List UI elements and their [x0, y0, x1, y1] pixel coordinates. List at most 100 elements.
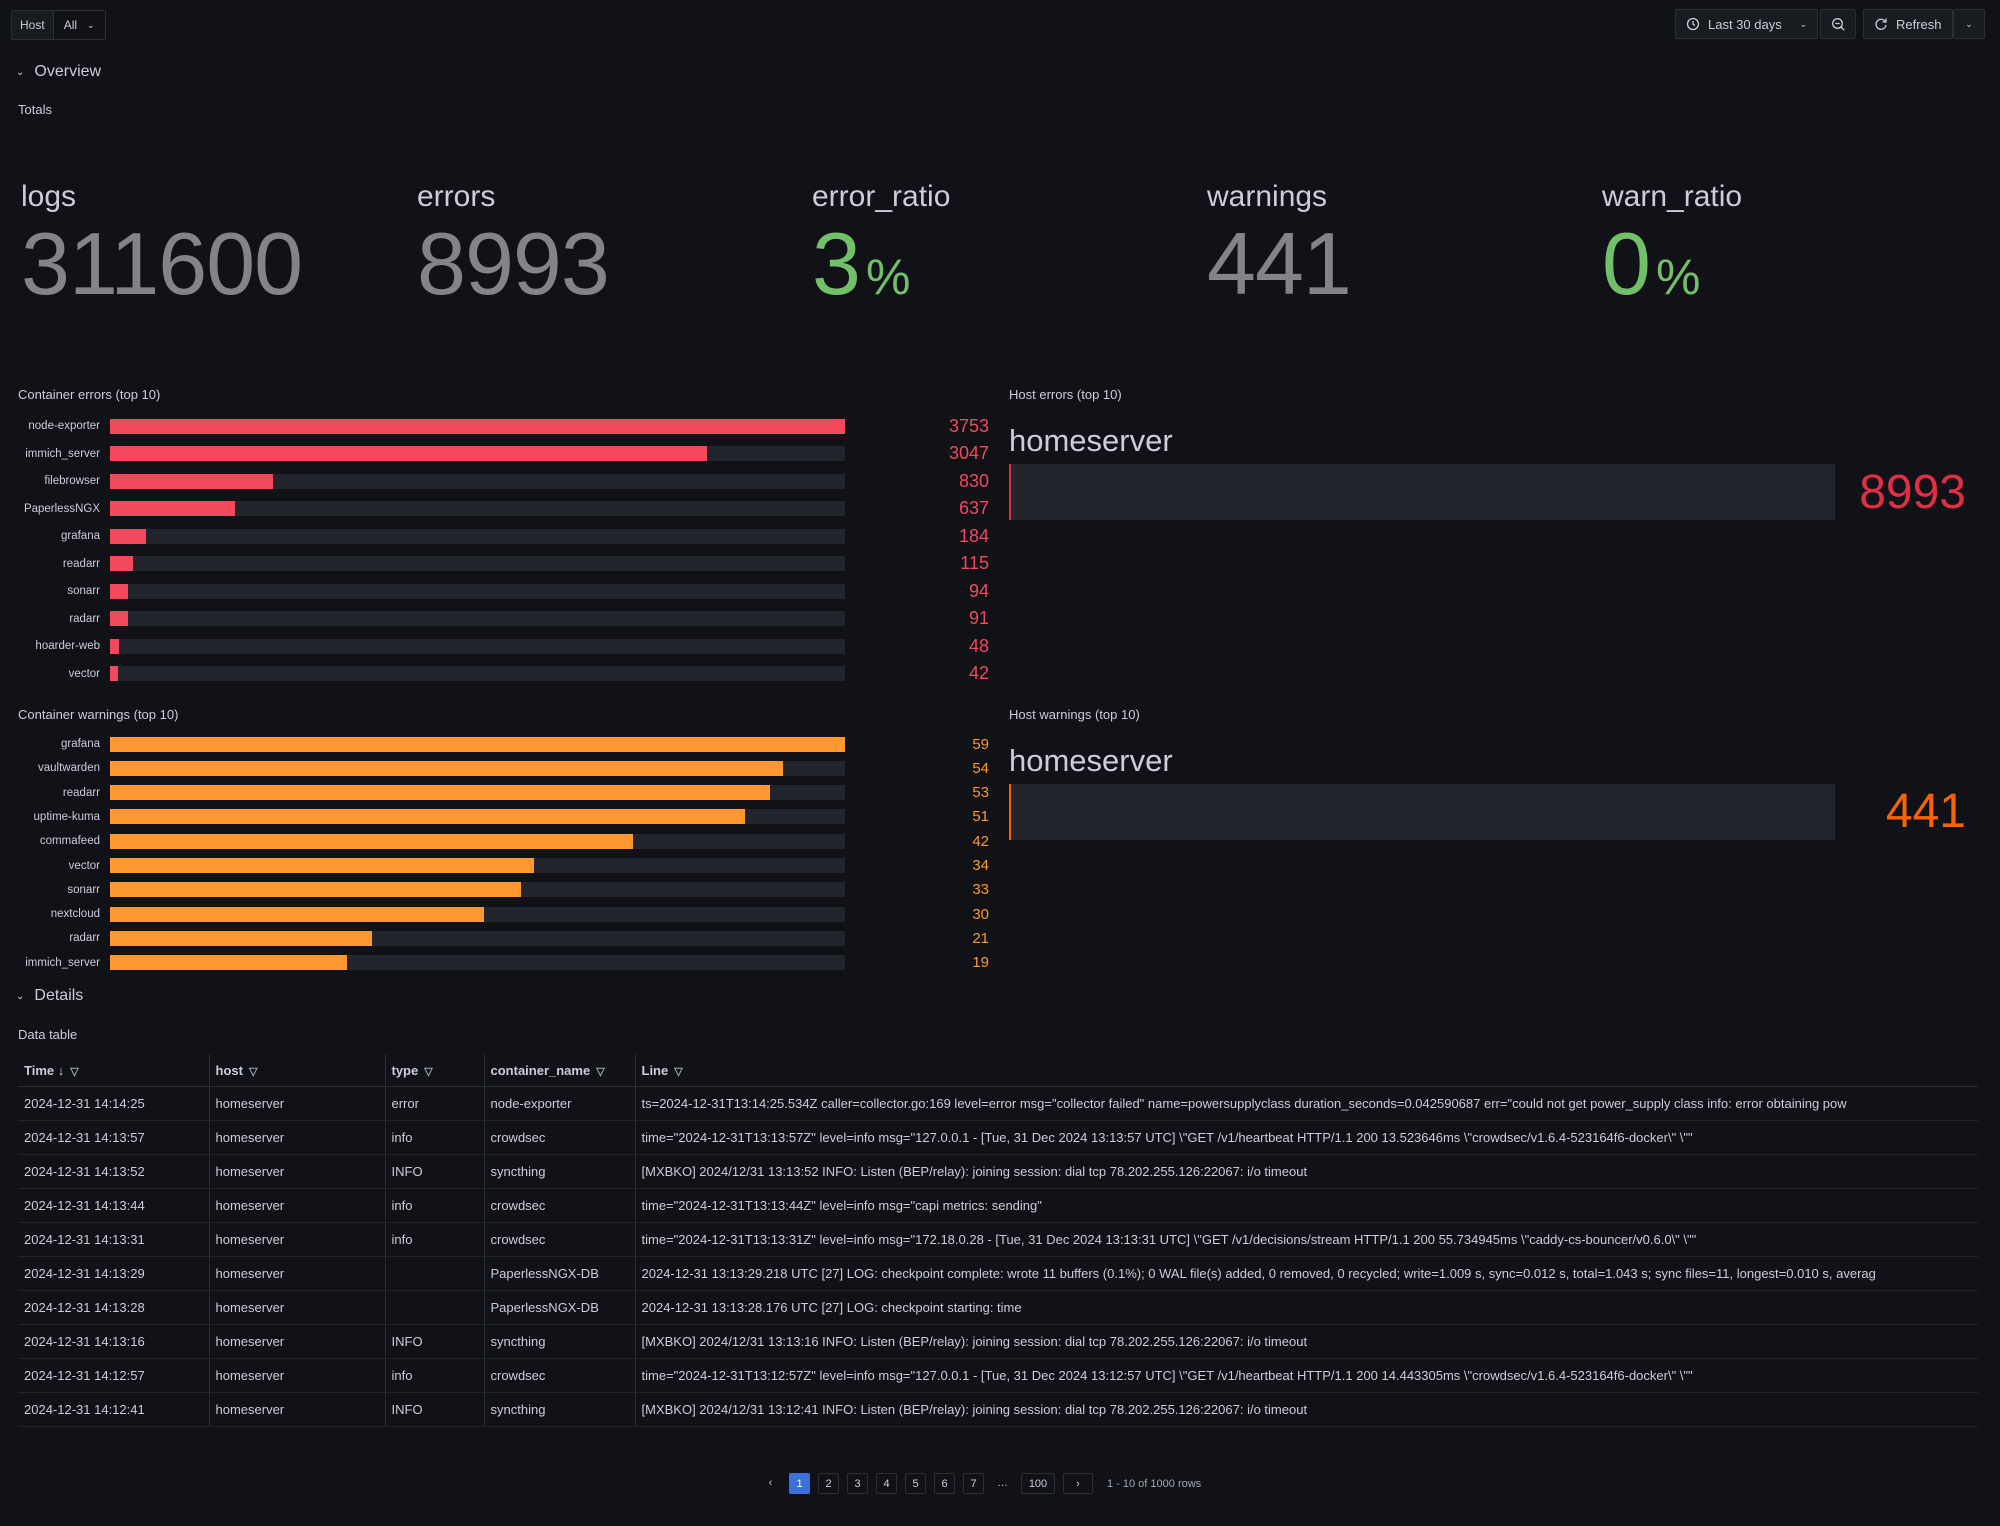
host-variable-picker[interactable]: Host All ⌄ [11, 10, 106, 40]
filter-icon[interactable]: ▽ [248, 1065, 258, 1078]
next-page-button[interactable]: › [1063, 1473, 1093, 1494]
stat-logs: logs 311600 [21, 180, 401, 330]
page-button[interactable]: 100 [1021, 1473, 1055, 1494]
host-warnings-title: Host warnings (top 10) [1009, 707, 1140, 722]
time-range-picker[interactable]: Last 30 days ⌄ [1675, 9, 1818, 39]
bargauge-track [110, 501, 845, 516]
zoom-out-button[interactable] [1820, 9, 1856, 39]
bargauge-track [110, 638, 845, 654]
refresh-button[interactable]: Refresh [1863, 9, 1953, 39]
table-row[interactable]: 2024-12-31 14:13:44 homeserver info crowdse… [18, 1188, 1978, 1223]
overview-row-header[interactable]: ⌄ Overview [16, 63, 101, 81]
bargauge-track [110, 418, 845, 434]
chevron-down-icon: ⌄ [1799, 18, 1807, 29]
table-row[interactable]: 2024-12-31 14:13:16 homeserver INFO syncthi… [18, 1324, 1978, 1359]
bargauge-value: 830 [958, 470, 989, 491]
bargauge-label: immich_server [25, 447, 100, 460]
bargauge-value: 33 [972, 881, 989, 899]
page-button[interactable]: 2 [818, 1473, 839, 1494]
bargauge-label: sonarr [67, 585, 100, 597]
page-button[interactable]: 5 [905, 1473, 926, 1494]
bargauge-fill [110, 611, 128, 626]
bargauge-label: filebrowser [44, 475, 100, 487]
bargauge-value: 59 [972, 735, 989, 753]
totals-panel-title: Totals [18, 102, 52, 117]
bargauge-fill [110, 833, 634, 849]
bargauge-value: 94 [968, 580, 989, 601]
bargauge-track [110, 666, 845, 681]
stat-name: logs [21, 180, 77, 213]
bargauge-row: uptime-kuma 51 [14, 807, 989, 827]
filter-icon[interactable]: ▽ [674, 1065, 683, 1078]
cell-container-name: crowdsec [483, 1358, 635, 1393]
table-row[interactable]: 2024-12-31 14:13:28 homeserver PaperlessNG… [18, 1290, 1978, 1325]
details-row-header[interactable]: ⌄ Details [16, 987, 83, 1005]
cell-line: time="2024-12-31T13:13:57Z" level=info m… [634, 1120, 1978, 1155]
cell-host: homeserver [208, 1290, 385, 1325]
cell-line: [MXBKO] 2024/12/31 13:13:52 INFO: Listen… [634, 1154, 1978, 1189]
bargauge-track [110, 785, 845, 801]
bargauge-fill [110, 583, 129, 599]
cell-container-name: PaperlessNGX-DB [483, 1256, 635, 1291]
cell-container-name: PaperlessNGX-DB [483, 1290, 635, 1325]
bargauge-label: grafana [60, 738, 100, 750]
stat-name: warnings [1207, 180, 1328, 213]
bargauge-fill [110, 785, 771, 801]
table-row[interactable]: 2024-12-31 14:12:57 homeserver info crowdse… [18, 1358, 1978, 1393]
bargauge-label: radarr [69, 612, 100, 625]
table-row[interactable]: 2024-12-31 14:14:25 homeserver error node-e… [18, 1086, 1978, 1121]
column-header-time[interactable]: Time ↓ ▽ [18, 1054, 209, 1087]
cell-line: time="2024-12-31T13:13:31Z" level=info m… [634, 1222, 1978, 1257]
filter-icon[interactable]: ▽ [424, 1065, 433, 1078]
page-button[interactable]: 3 [847, 1473, 868, 1494]
cell-host: homeserver [208, 1324, 385, 1359]
table-row[interactable]: 2024-12-31 14:13:57 homeserver info crowdse… [18, 1120, 1978, 1155]
chevron-down-icon: ⌄ [87, 20, 95, 30]
table-row[interactable]: 2024-12-31 14:13:31 homeserver info crowdse… [18, 1222, 1978, 1257]
column-header-host[interactable]: host ▽ [208, 1054, 385, 1087]
chevron-down-icon: ⌄ [1965, 18, 1973, 29]
details-row-title: Details [34, 987, 84, 1004]
page-button[interactable]: 1 [789, 1473, 810, 1494]
host-variable-select[interactable]: All ⌄ [54, 11, 105, 39]
table-row[interactable]: 2024-12-31 14:12:41 homeserver INFO syncthi… [18, 1392, 1978, 1427]
cell-time: 2024-12-31 14:12:41 [18, 1392, 209, 1427]
stat-value: 3% [812, 214, 910, 313]
page-button[interactable]: 6 [934, 1473, 955, 1494]
bargauge-fill [110, 556, 133, 571]
page-button[interactable]: 4 [876, 1473, 897, 1494]
column-header-container-name[interactable]: container_name ▽ [483, 1054, 635, 1087]
stat-value: 441 [1207, 214, 1352, 313]
table-row[interactable]: 2024-12-31 14:13:52 homeserver INFO syncthi… [18, 1154, 1978, 1189]
cell-type: info [384, 1188, 484, 1223]
bargauge-track [110, 556, 845, 571]
bargauge-fill [110, 638, 120, 654]
bargauge-track [110, 611, 845, 626]
filter-icon[interactable]: ▽ [70, 1065, 79, 1078]
stat-value: 8993 [417, 214, 610, 313]
refresh-interval-dropdown[interactable]: ⌄ [1953, 9, 1985, 39]
bargauge-track [110, 760, 845, 776]
cell-type: info [384, 1222, 484, 1257]
page-button[interactable]: 7 [963, 1473, 984, 1494]
zoom-out-icon [1831, 17, 1845, 31]
refresh-label: Refresh [1896, 16, 1942, 32]
cell-host: homeserver [208, 1120, 385, 1155]
chevron-down-icon: ⌄ [16, 66, 25, 78]
cell-host: homeserver [208, 1086, 385, 1121]
cell-container-name: crowdsec [483, 1222, 635, 1257]
column-header-line[interactable]: Line ▽ [634, 1054, 1978, 1087]
table-row[interactable]: 2024-12-31 14:13:29 homeserver PaperlessNG… [18, 1256, 1978, 1291]
column-header-type[interactable]: type ▽ [384, 1054, 484, 1087]
filter-icon[interactable]: ▽ [596, 1065, 605, 1078]
bargauge-label: vector [68, 859, 100, 872]
sort-desc-icon: ↓ [57, 1062, 65, 1078]
bargauge-value: 91 [968, 608, 989, 628]
bargauge-track [110, 446, 845, 461]
prev-page-button[interactable]: ‹ [768, 1477, 773, 1489]
bargauge-fill [110, 501, 235, 516]
cell-host: homeserver [208, 1256, 385, 1291]
bargauge-track [110, 833, 845, 849]
bargauge-row: radarr 91 [14, 608, 989, 629]
host-warnings-value: 441 [1885, 785, 1966, 838]
